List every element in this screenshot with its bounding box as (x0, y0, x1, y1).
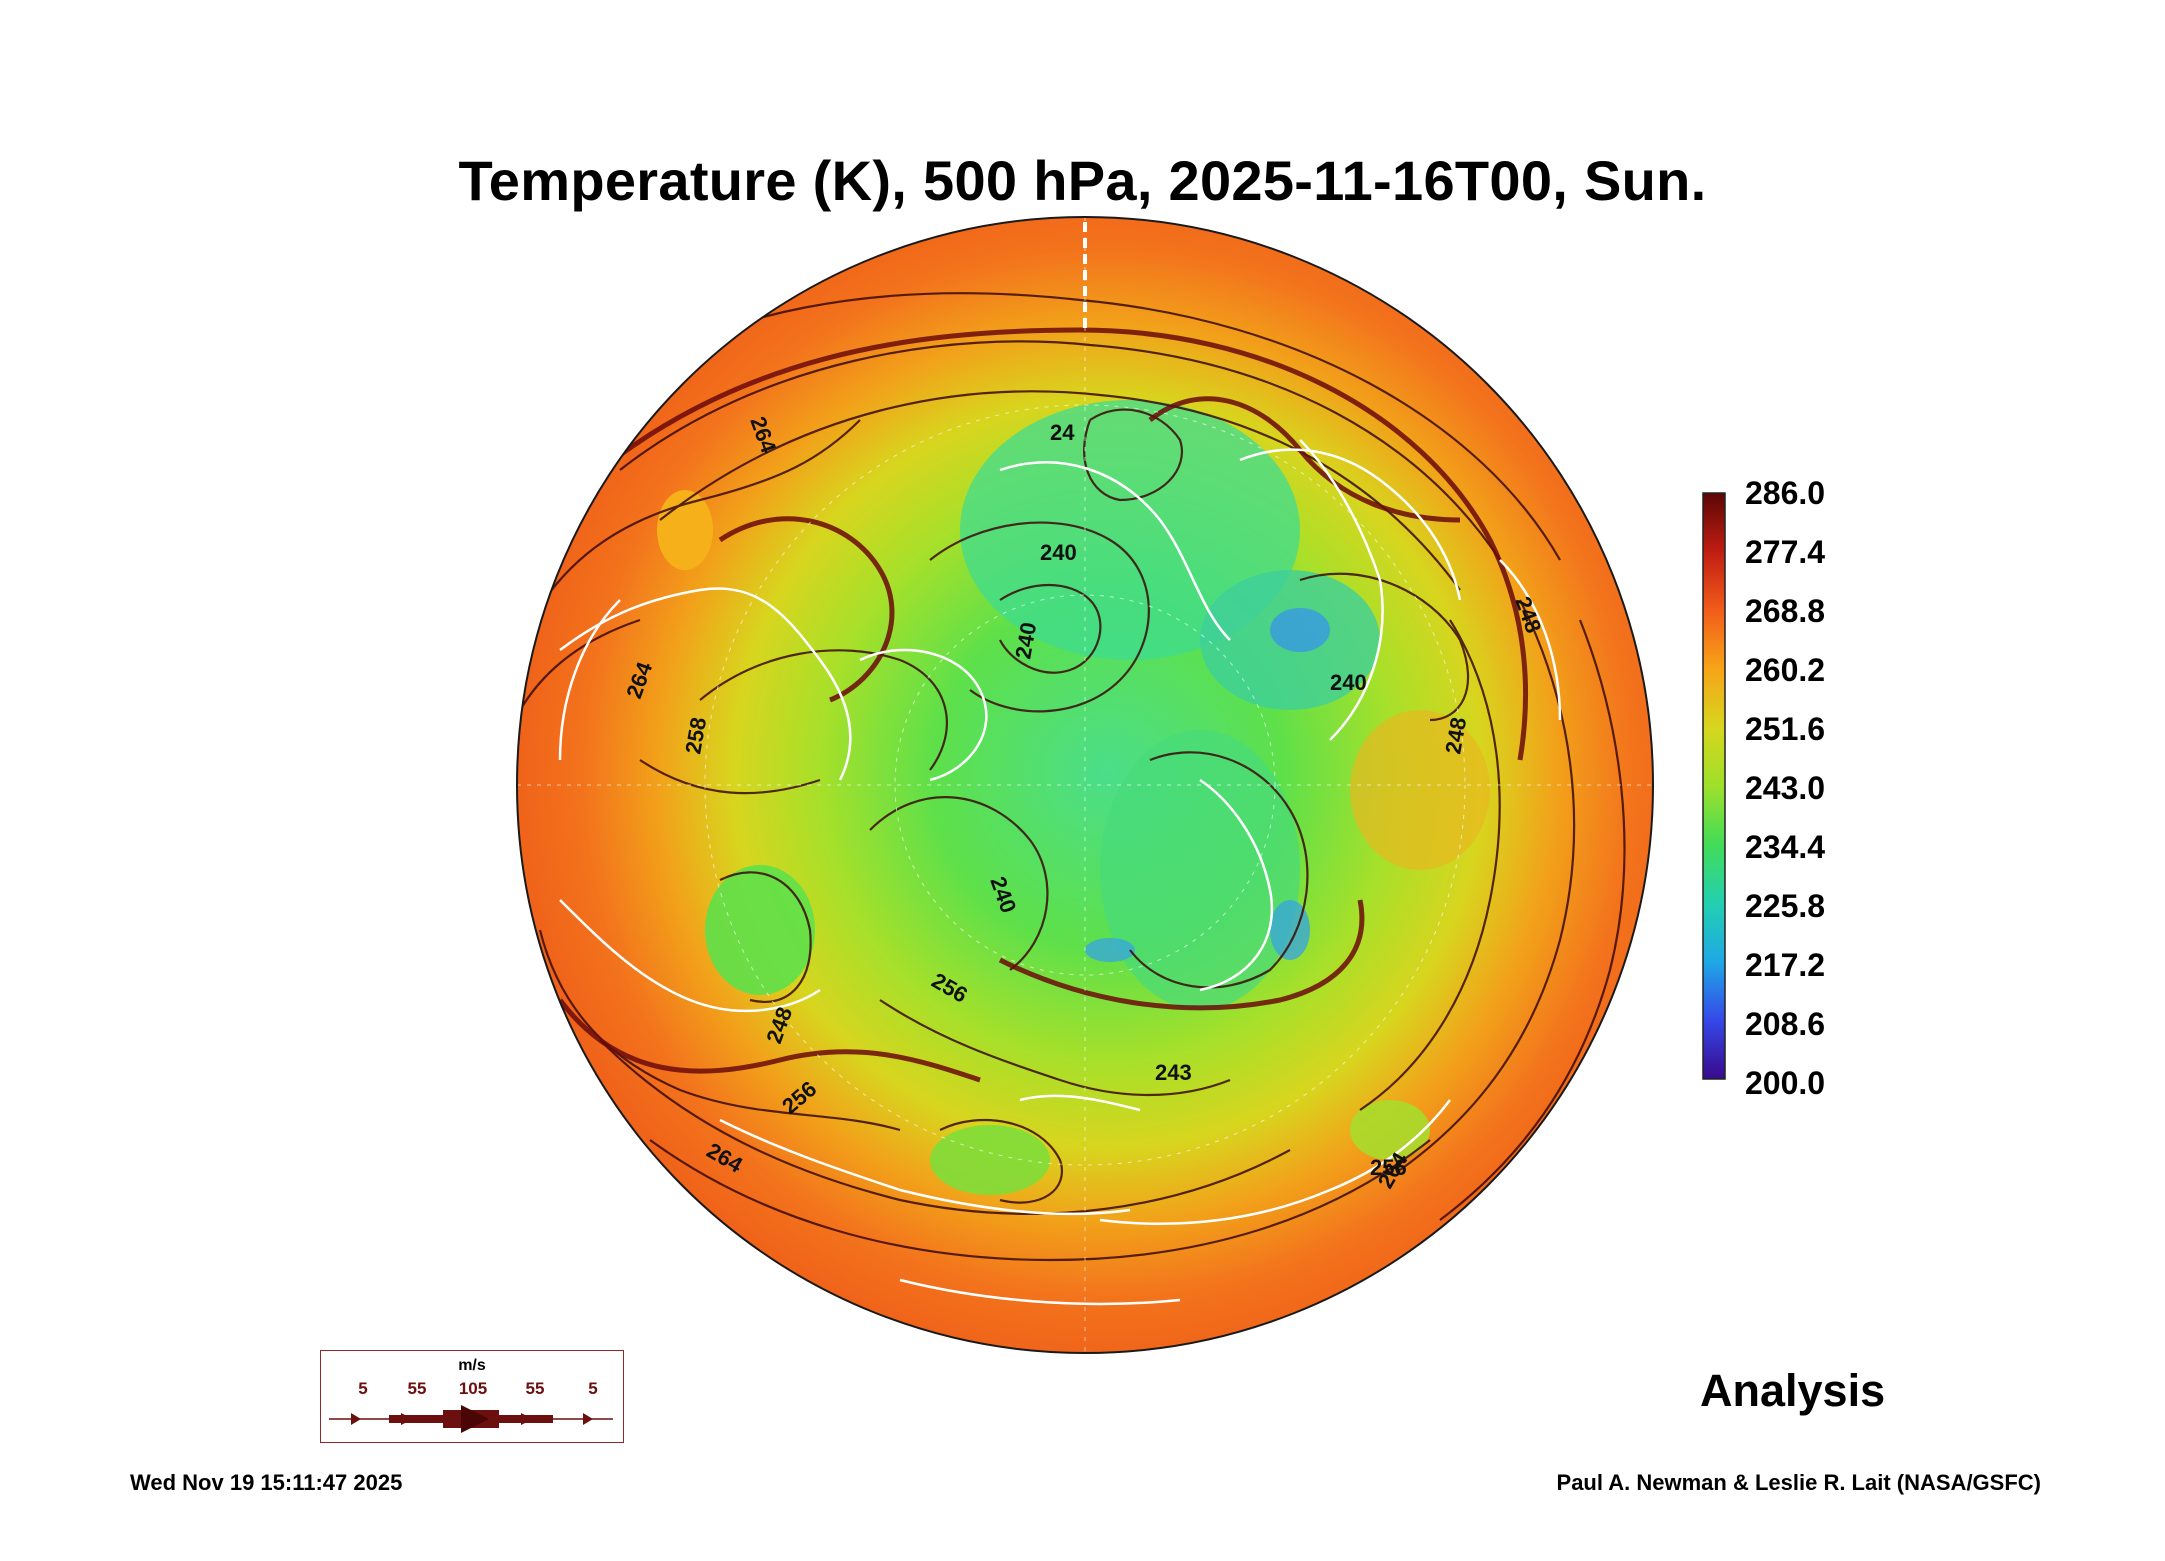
coastlines (558, 439, 1562, 1306)
wind-key-units: m/s (458, 1357, 486, 1374)
wind-key-arrow (329, 1405, 613, 1433)
contour-label: 24 (1050, 420, 1075, 445)
wind-key-label: 55 (525, 1379, 545, 1398)
colorbar-tick: 286.0 (1745, 475, 1826, 511)
contour-label: 240 (1040, 540, 1077, 565)
contour-label: 243 (1155, 1060, 1192, 1085)
colorbar-tick: 243.0 (1745, 770, 1826, 806)
analysis-label: Analysis (1700, 1365, 1886, 1416)
colorbar-tick: 234.4 (1745, 829, 1826, 865)
jet-streams (558, 327, 1529, 1083)
contour-label: 240 (1330, 670, 1367, 695)
colorbar-tick: 277.4 (1745, 534, 1826, 570)
colorbar-tick: 260.2 (1745, 652, 1826, 688)
colorbar-tick: 217.2 (1745, 947, 1826, 983)
wind-key-label: 5 (588, 1379, 598, 1398)
timestamp: Wed Nov 19 15:11:47 2025 (130, 1470, 403, 1495)
wind-key-label: 55 (407, 1379, 427, 1398)
wind-key-label: 5 (358, 1379, 368, 1398)
graticule (517, 217, 1653, 1353)
globe-outline (516, 216, 1654, 1354)
wind-speed-key: m/s 5 55 105 55 5 (320, 1350, 624, 1443)
colorbar (1702, 492, 1726, 1080)
colorbar-tick: 200.0 (1745, 1065, 1826, 1101)
contour-label: 256 (1370, 1155, 1407, 1180)
contour-label-group: 264 264 264 264 258 256 256 256 248 248 … (621, 413, 1546, 1192)
colorbar-tick: 268.8 (1745, 593, 1826, 629)
credit: Paul A. Newman & Leslie R. Lait (NASA/GS… (1556, 1470, 2041, 1495)
colorbar-tick: 208.6 (1745, 1006, 1826, 1042)
temperature-anomalies (657, 400, 1490, 1195)
colorbar-tick: 225.8 (1745, 888, 1826, 924)
colorbar-tick: 251.6 (1745, 711, 1826, 747)
wind-key-label: 105 (458, 1379, 488, 1398)
chart-title: Temperature (K), 500 hPa, 2025-11-16T00,… (458, 149, 1707, 212)
